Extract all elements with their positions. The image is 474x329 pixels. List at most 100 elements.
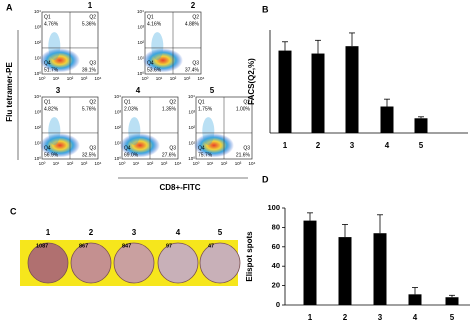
well-count: 867 (79, 243, 88, 249)
cell-cloud (128, 117, 141, 146)
x-tick-label: 10² (221, 161, 228, 166)
quadrant-name: Q4 (44, 60, 51, 66)
x-tick-label: 10⁴ (249, 161, 256, 166)
y-axis-label: Flu tetramer-PE (5, 62, 14, 122)
x-tick-label: 10² (170, 76, 177, 81)
bar (303, 220, 317, 305)
bar (311, 53, 325, 133)
x-tick-label: 10⁴ (175, 161, 182, 166)
panel-label: D (262, 174, 269, 184)
x-tick-label: 10¹ (133, 161, 140, 166)
quadrant-name: Q2 (89, 14, 96, 20)
quadrant-name: Q1 (198, 99, 205, 105)
y-tick-label: 10³ (137, 25, 144, 30)
well-count: 47 (208, 243, 214, 249)
x-tick-label: 10⁰ (39, 76, 46, 81)
quadrant-name: Q3 (89, 60, 96, 66)
quadrant-value: 1.75% (198, 106, 213, 112)
y-tick-label: 10⁰ (34, 71, 41, 76)
well (27, 242, 69, 284)
cell-cloud (151, 32, 164, 61)
y-tick-label: 10¹ (188, 141, 195, 146)
quadrant-name: Q2 (243, 99, 250, 105)
x-tick-label: 5 (419, 141, 424, 150)
y-tick-label: 10¹ (34, 56, 41, 61)
quadrant-name: Q3 (169, 145, 176, 151)
y-tick-label: 10⁰ (34, 156, 41, 161)
y-tick-label: 10⁴ (34, 9, 41, 14)
quadrant-name: Q1 (147, 14, 154, 20)
quadrant-name: Q4 (198, 145, 205, 151)
well (113, 242, 155, 284)
well (199, 242, 241, 284)
well-number: 3 (132, 228, 137, 237)
plot-number: 3 (56, 86, 61, 95)
x-tick-label: 10⁰ (119, 161, 126, 166)
y-tick-label: 10¹ (34, 141, 41, 146)
quadrant-name: Q4 (124, 145, 131, 151)
y-tick-label: 10⁴ (34, 94, 41, 99)
well-number: 2 (89, 228, 94, 237)
quadrant-name: Q2 (89, 99, 96, 105)
x-tick-label: 10³ (235, 161, 242, 166)
y-tick-label: 10³ (114, 110, 121, 115)
quadrant-value: 56.9% (44, 152, 59, 158)
y-tick-label: 10⁴ (137, 9, 144, 14)
x-tick-label: 10⁴ (95, 76, 102, 81)
quadrant-name: Q4 (147, 60, 154, 66)
y-tick-label: 10⁰ (188, 156, 195, 161)
bar (278, 50, 292, 133)
bar (345, 46, 359, 133)
quadrant-value: 5.36% (82, 21, 97, 27)
bar (445, 297, 459, 305)
y-axis-label: FACS(Q2,%) (247, 58, 256, 105)
quadrant-value: 4.82% (44, 106, 59, 112)
quadrant-name: Q3 (192, 60, 199, 66)
x-tick-label: 10³ (81, 161, 88, 166)
x-tick-label: 5 (450, 313, 455, 322)
y-tick-label: 40 (272, 261, 280, 270)
well-number: 5 (218, 228, 223, 237)
x-tick-label: 10² (67, 76, 74, 81)
y-axis-label: Elispot spots (245, 231, 254, 282)
panel-label: A (6, 2, 13, 12)
x-tick-label: 10¹ (156, 76, 163, 81)
quadrant-name: Q1 (124, 99, 131, 105)
x-tick-label: 4 (385, 141, 390, 150)
quadrant-value: 5.76% (82, 106, 97, 112)
quadrant-value: 75.7% (198, 152, 213, 158)
y-tick-label: 100 (267, 203, 280, 212)
x-tick-label: 10⁴ (95, 161, 102, 166)
cell-cloud (48, 32, 61, 61)
quadrant-value: 1.35% (162, 106, 177, 112)
y-tick-label: 10³ (188, 110, 195, 115)
x-tick-label: 10² (67, 161, 74, 166)
panel-label: C (10, 206, 17, 216)
plot-number: 1 (88, 1, 93, 10)
y-tick-label: 10² (34, 125, 41, 130)
x-tick-label: 10⁰ (142, 76, 149, 81)
quadrant-name: Q2 (192, 14, 199, 20)
x-tick-label: 10³ (81, 76, 88, 81)
quadrant-name: Q4 (44, 145, 51, 151)
well (70, 242, 112, 284)
cell-cloud (202, 117, 215, 146)
y-tick-label: 80 (272, 222, 280, 231)
quadrant-value: 27.6% (162, 152, 177, 158)
y-tick-label: 10¹ (137, 56, 144, 61)
quadrant-value: 1.00% (236, 106, 251, 112)
x-tick-label: 10¹ (53, 161, 60, 166)
quadrant-value: 4.16% (147, 21, 162, 27)
quadrant-name: Q3 (89, 145, 96, 151)
well-number: 1 (46, 228, 51, 237)
x-axis-label: CD8+-FITC (159, 183, 200, 192)
quadrant-value: 4.88% (185, 21, 200, 27)
x-tick-label: 3 (350, 141, 355, 150)
well-count: 847 (122, 243, 131, 249)
x-tick-label: 10³ (184, 76, 191, 81)
cell-cloud (48, 117, 61, 146)
quadrant-name: Q1 (44, 99, 51, 105)
x-tick-label: 1 (283, 141, 288, 150)
quadrant-value: 21.6% (236, 152, 251, 158)
